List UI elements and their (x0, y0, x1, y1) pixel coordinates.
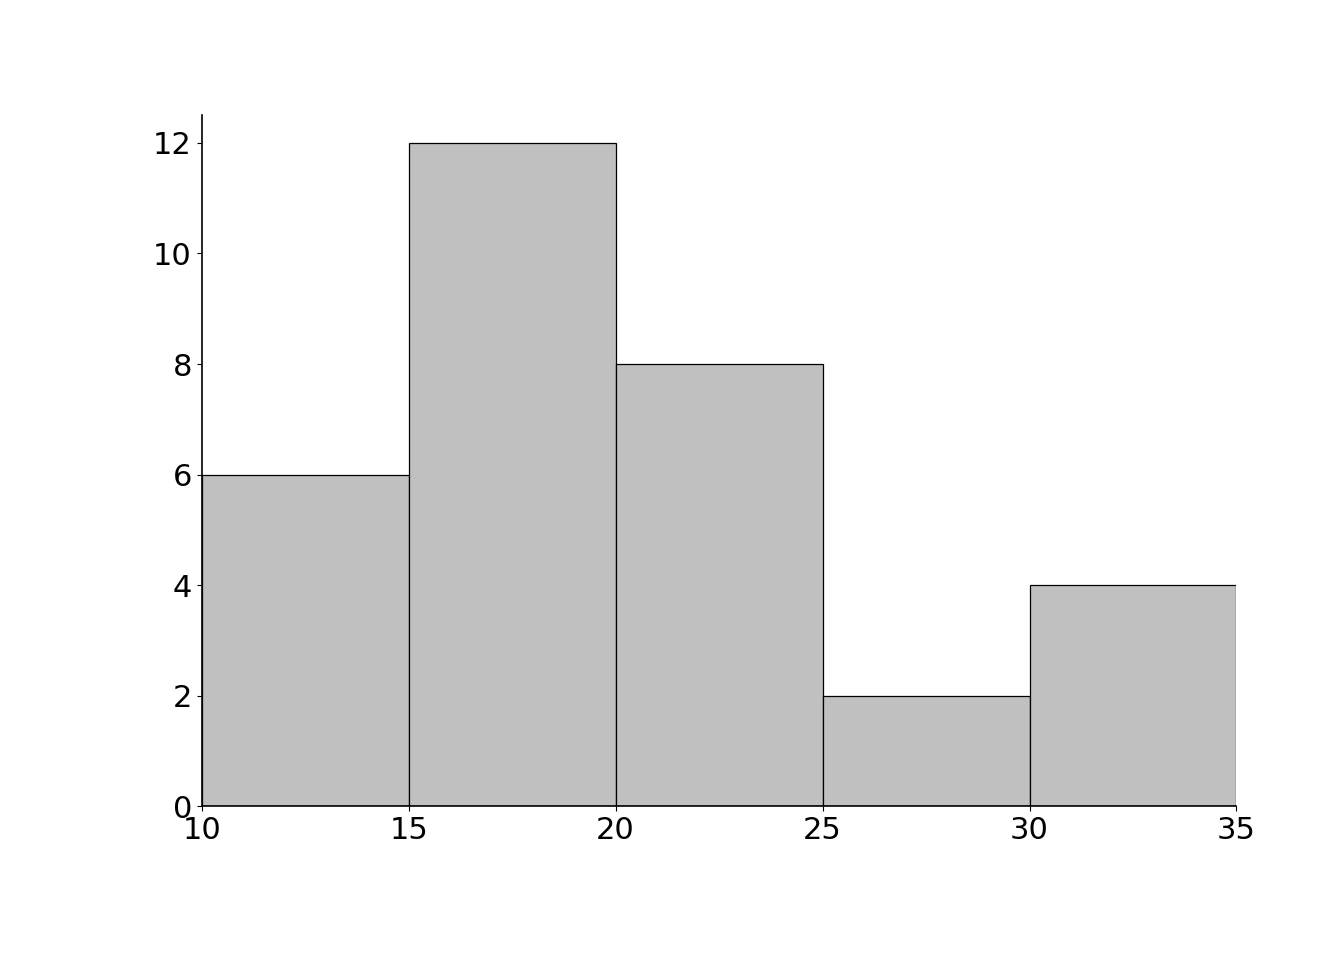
Bar (823, 696, 1030, 806)
Bar (1030, 586, 1236, 806)
Bar (202, 474, 409, 806)
Bar (409, 143, 616, 806)
Bar (616, 364, 823, 806)
